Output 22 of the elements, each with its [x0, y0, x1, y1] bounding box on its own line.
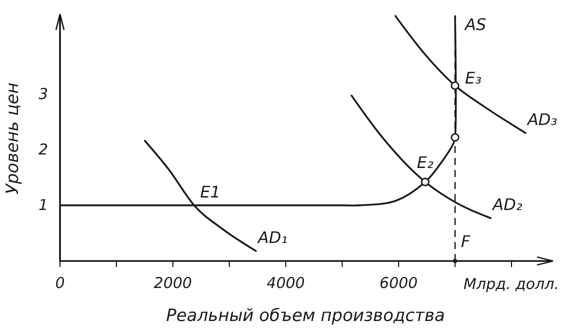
text: Млрд. долл. [464, 275, 559, 293]
point [420, 178, 430, 186]
x-tick-label: 6000 [380, 274, 418, 292]
series-label: AD₃ [526, 110, 558, 129]
y-axis-title: Уровень цен [3, 82, 23, 194]
annotation: E₂ [416, 152, 434, 172]
series-label: AD₂ [492, 195, 523, 214]
x-axis-title: Реальный объем производства [166, 306, 445, 326]
series-label: AS [464, 15, 486, 34]
point [450, 133, 460, 142]
x-tick-label: 4000 [266, 274, 305, 292]
annotation: E₃ [465, 68, 482, 88]
y-tick-label: 3 [38, 84, 48, 103]
x-tick-label: 2000 [154, 274, 192, 292]
series-label: AD₁ [256, 228, 288, 247]
y-tick-label: 1 [38, 196, 48, 214]
point [450, 81, 460, 90]
line-series [394, 15, 526, 134]
x-tick-label: 0 [55, 274, 65, 292]
ref-line-label: F [461, 232, 472, 251]
y-tick-label: 2 [38, 140, 48, 158]
annotation: E1 [200, 182, 220, 202]
